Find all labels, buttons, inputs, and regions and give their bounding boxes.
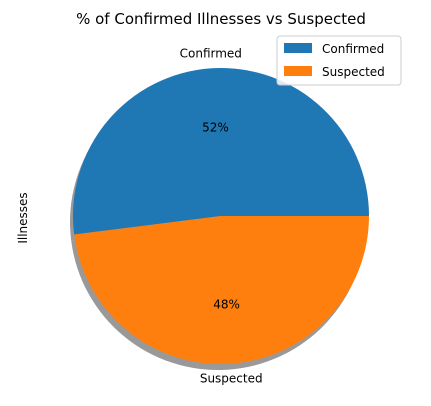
pie-labels: Confirmed 52% Suspected 48% <box>180 47 263 386</box>
legend-swatch-suspected <box>284 66 312 76</box>
legend-label-confirmed: Confirmed <box>322 42 384 56</box>
legend: Confirmed Suspected <box>276 35 402 86</box>
pie-slice-confirmed <box>73 68 369 235</box>
legend-swatch-confirmed <box>284 43 312 53</box>
slice-percent-confirmed: 52% <box>202 120 229 134</box>
pie-slices <box>73 68 369 365</box>
slice-percent-suspected: 48% <box>213 298 240 312</box>
chart-title: % of Confirmed Illnesses vs Suspected <box>76 10 366 28</box>
slice-label-suspected: Suspected <box>200 371 263 385</box>
pie-slice-suspected <box>74 216 369 365</box>
legend-label-suspected: Suspected <box>322 65 385 79</box>
y-axis-label: Illnesses <box>16 192 30 243</box>
slice-label-confirmed: Confirmed <box>180 47 242 61</box>
